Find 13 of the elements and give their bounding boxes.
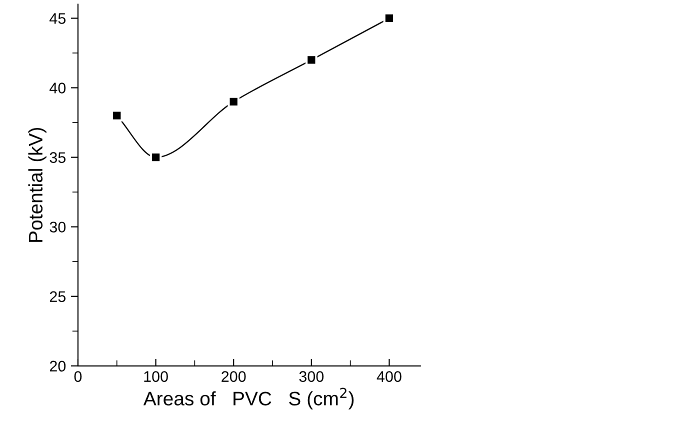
y-axis-title: Potential (kV) (28, 128, 46, 242)
y-tick-label: 35 (50, 152, 66, 163)
x-tick-label: 400 (376, 371, 402, 382)
x-tick-label: 200 (222, 371, 246, 382)
y-tick-label: 20 (50, 360, 66, 372)
y-tick-label: 30 (50, 222, 66, 233)
y-tick-label: 40 (50, 82, 66, 94)
x-axis-title: Areas of PVC S (cm$^{2}$) (143, 388, 354, 410)
x-tick-label: 100 (144, 371, 168, 382)
x-tick-label: 300 (299, 371, 324, 382)
y-tick-label: 45 (50, 13, 66, 24)
x-tick-label: 0 (74, 371, 82, 382)
y-tick-label: 25 (50, 291, 66, 302)
